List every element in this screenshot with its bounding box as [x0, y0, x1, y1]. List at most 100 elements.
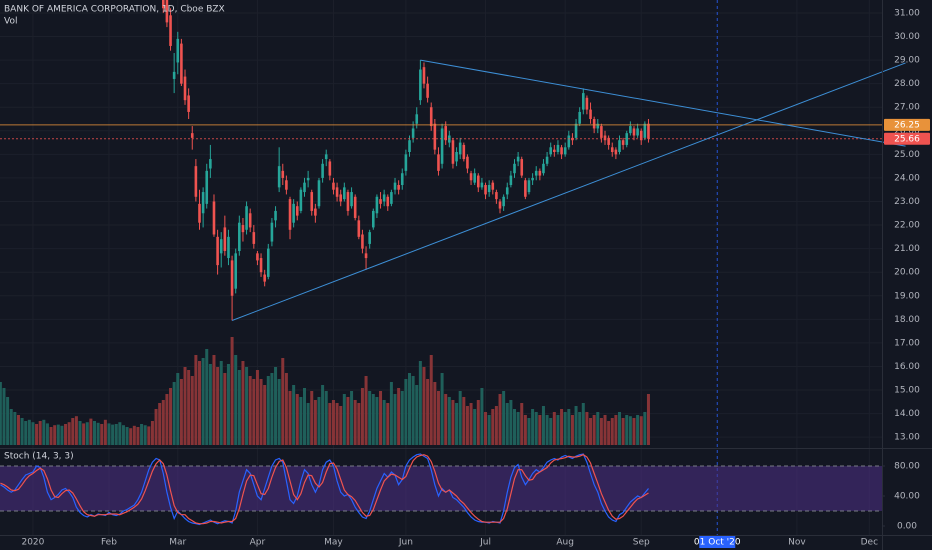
volume-bar: [636, 415, 640, 445]
candle-body: [364, 253, 368, 259]
trend-line: [420, 59, 906, 147]
y-tick-label: 19.00: [894, 291, 920, 301]
volume-bar: [552, 412, 556, 445]
candle-body: [161, 0, 165, 9]
volume-bar: [534, 412, 538, 445]
volume-bar: [93, 421, 96, 445]
volume-bar: [248, 376, 252, 445]
volume-bar: [625, 415, 629, 445]
volume-bar: [560, 409, 564, 445]
candle-body: [390, 192, 393, 204]
volume-bar: [513, 409, 516, 445]
volume-bar: [234, 355, 238, 445]
candle-body: [429, 107, 433, 127]
candle-body: [303, 182, 306, 193]
candle-body: [277, 166, 281, 188]
volume-bar: [592, 415, 596, 445]
volume-bar: [274, 367, 278, 445]
grid: [0, 0, 882, 535]
volume-bar: [509, 400, 513, 445]
volume-bar: [310, 391, 314, 445]
candle-body: [603, 135, 607, 141]
candle-body: [350, 192, 353, 207]
volume-bar: [607, 421, 611, 445]
volume-bar: [255, 370, 259, 445]
volume-bar: [6, 397, 10, 445]
candle-body: [505, 187, 509, 195]
candle-body: [607, 137, 610, 145]
candle-body: [462, 144, 466, 160]
candle-body: [187, 95, 190, 112]
candle-body: [357, 220, 361, 237]
volume-bar: [24, 421, 28, 445]
volume-bar: [13, 412, 17, 445]
candle-body: [513, 163, 516, 174]
candle-body: [335, 187, 339, 197]
x-tick-label: Dec: [861, 538, 878, 548]
volume-bar: [436, 391, 440, 445]
volume-bar: [226, 364, 230, 445]
volume-bar: [20, 418, 24, 445]
volume-bar: [281, 358, 285, 445]
candle-body: [176, 38, 180, 63]
x-tick-label: Mar: [169, 538, 186, 548]
candle-body: [466, 156, 469, 169]
volume-bar: [270, 373, 274, 445]
candle-body: [469, 173, 473, 181]
volume-bar: [266, 376, 270, 445]
candle-body: [190, 133, 194, 138]
volume-bar: [245, 367, 249, 445]
volume-bar: [35, 424, 39, 445]
volume-bar: [292, 385, 296, 445]
volume-bar: [462, 397, 466, 445]
volume-bar: [143, 425, 147, 445]
candle-body: [625, 133, 629, 145]
volume-bar: [187, 370, 191, 445]
volume-bar: [154, 409, 158, 445]
volume-bar: [578, 412, 582, 445]
candle-body: [183, 76, 187, 101]
volume-bar: [480, 388, 484, 445]
volume-bar: [277, 379, 281, 445]
volume-bar: [440, 373, 444, 445]
volume-bar: [429, 355, 433, 445]
volume-bar: [111, 424, 115, 445]
crosshair-label: 01 Oct '20: [694, 538, 741, 548]
candle-body: [310, 192, 314, 211]
candle-body: [339, 194, 343, 202]
candle-body: [411, 128, 415, 138]
volume-bar: [27, 419, 31, 445]
candle-body: [487, 184, 491, 193]
volume-bar: [241, 361, 245, 445]
candle-body: [451, 140, 455, 164]
candle-body: [614, 149, 618, 155]
volume-bar: [426, 379, 430, 445]
volume-bar: [49, 427, 53, 445]
candle-body: [567, 135, 571, 148]
candle-body: [346, 192, 350, 211]
volume-bar: [288, 391, 292, 445]
y-tick-label: 27.00: [894, 103, 920, 113]
candle-body: [371, 210, 375, 228]
volume-bar: [64, 424, 68, 445]
candle-body: [259, 258, 263, 273]
volume-bar: [581, 403, 585, 445]
x-tick-label: May: [324, 538, 343, 548]
volume-bar: [342, 394, 346, 445]
volume-bar: [71, 418, 75, 445]
candle-body: [618, 140, 621, 153]
volume-bar: [408, 373, 411, 445]
candle-body: [502, 196, 505, 207]
volume-bar: [212, 355, 216, 445]
volume-bar: [201, 358, 205, 445]
volume-bar: [643, 412, 647, 445]
volume-bar: [172, 382, 176, 445]
volume-bar: [2, 388, 6, 445]
volume-bar: [219, 361, 223, 445]
volume-bar: [237, 370, 241, 445]
volume-bar: [589, 418, 593, 445]
candle-body: [266, 248, 270, 277]
volume-label: Vol: [4, 17, 17, 27]
candle-body: [534, 170, 538, 176]
